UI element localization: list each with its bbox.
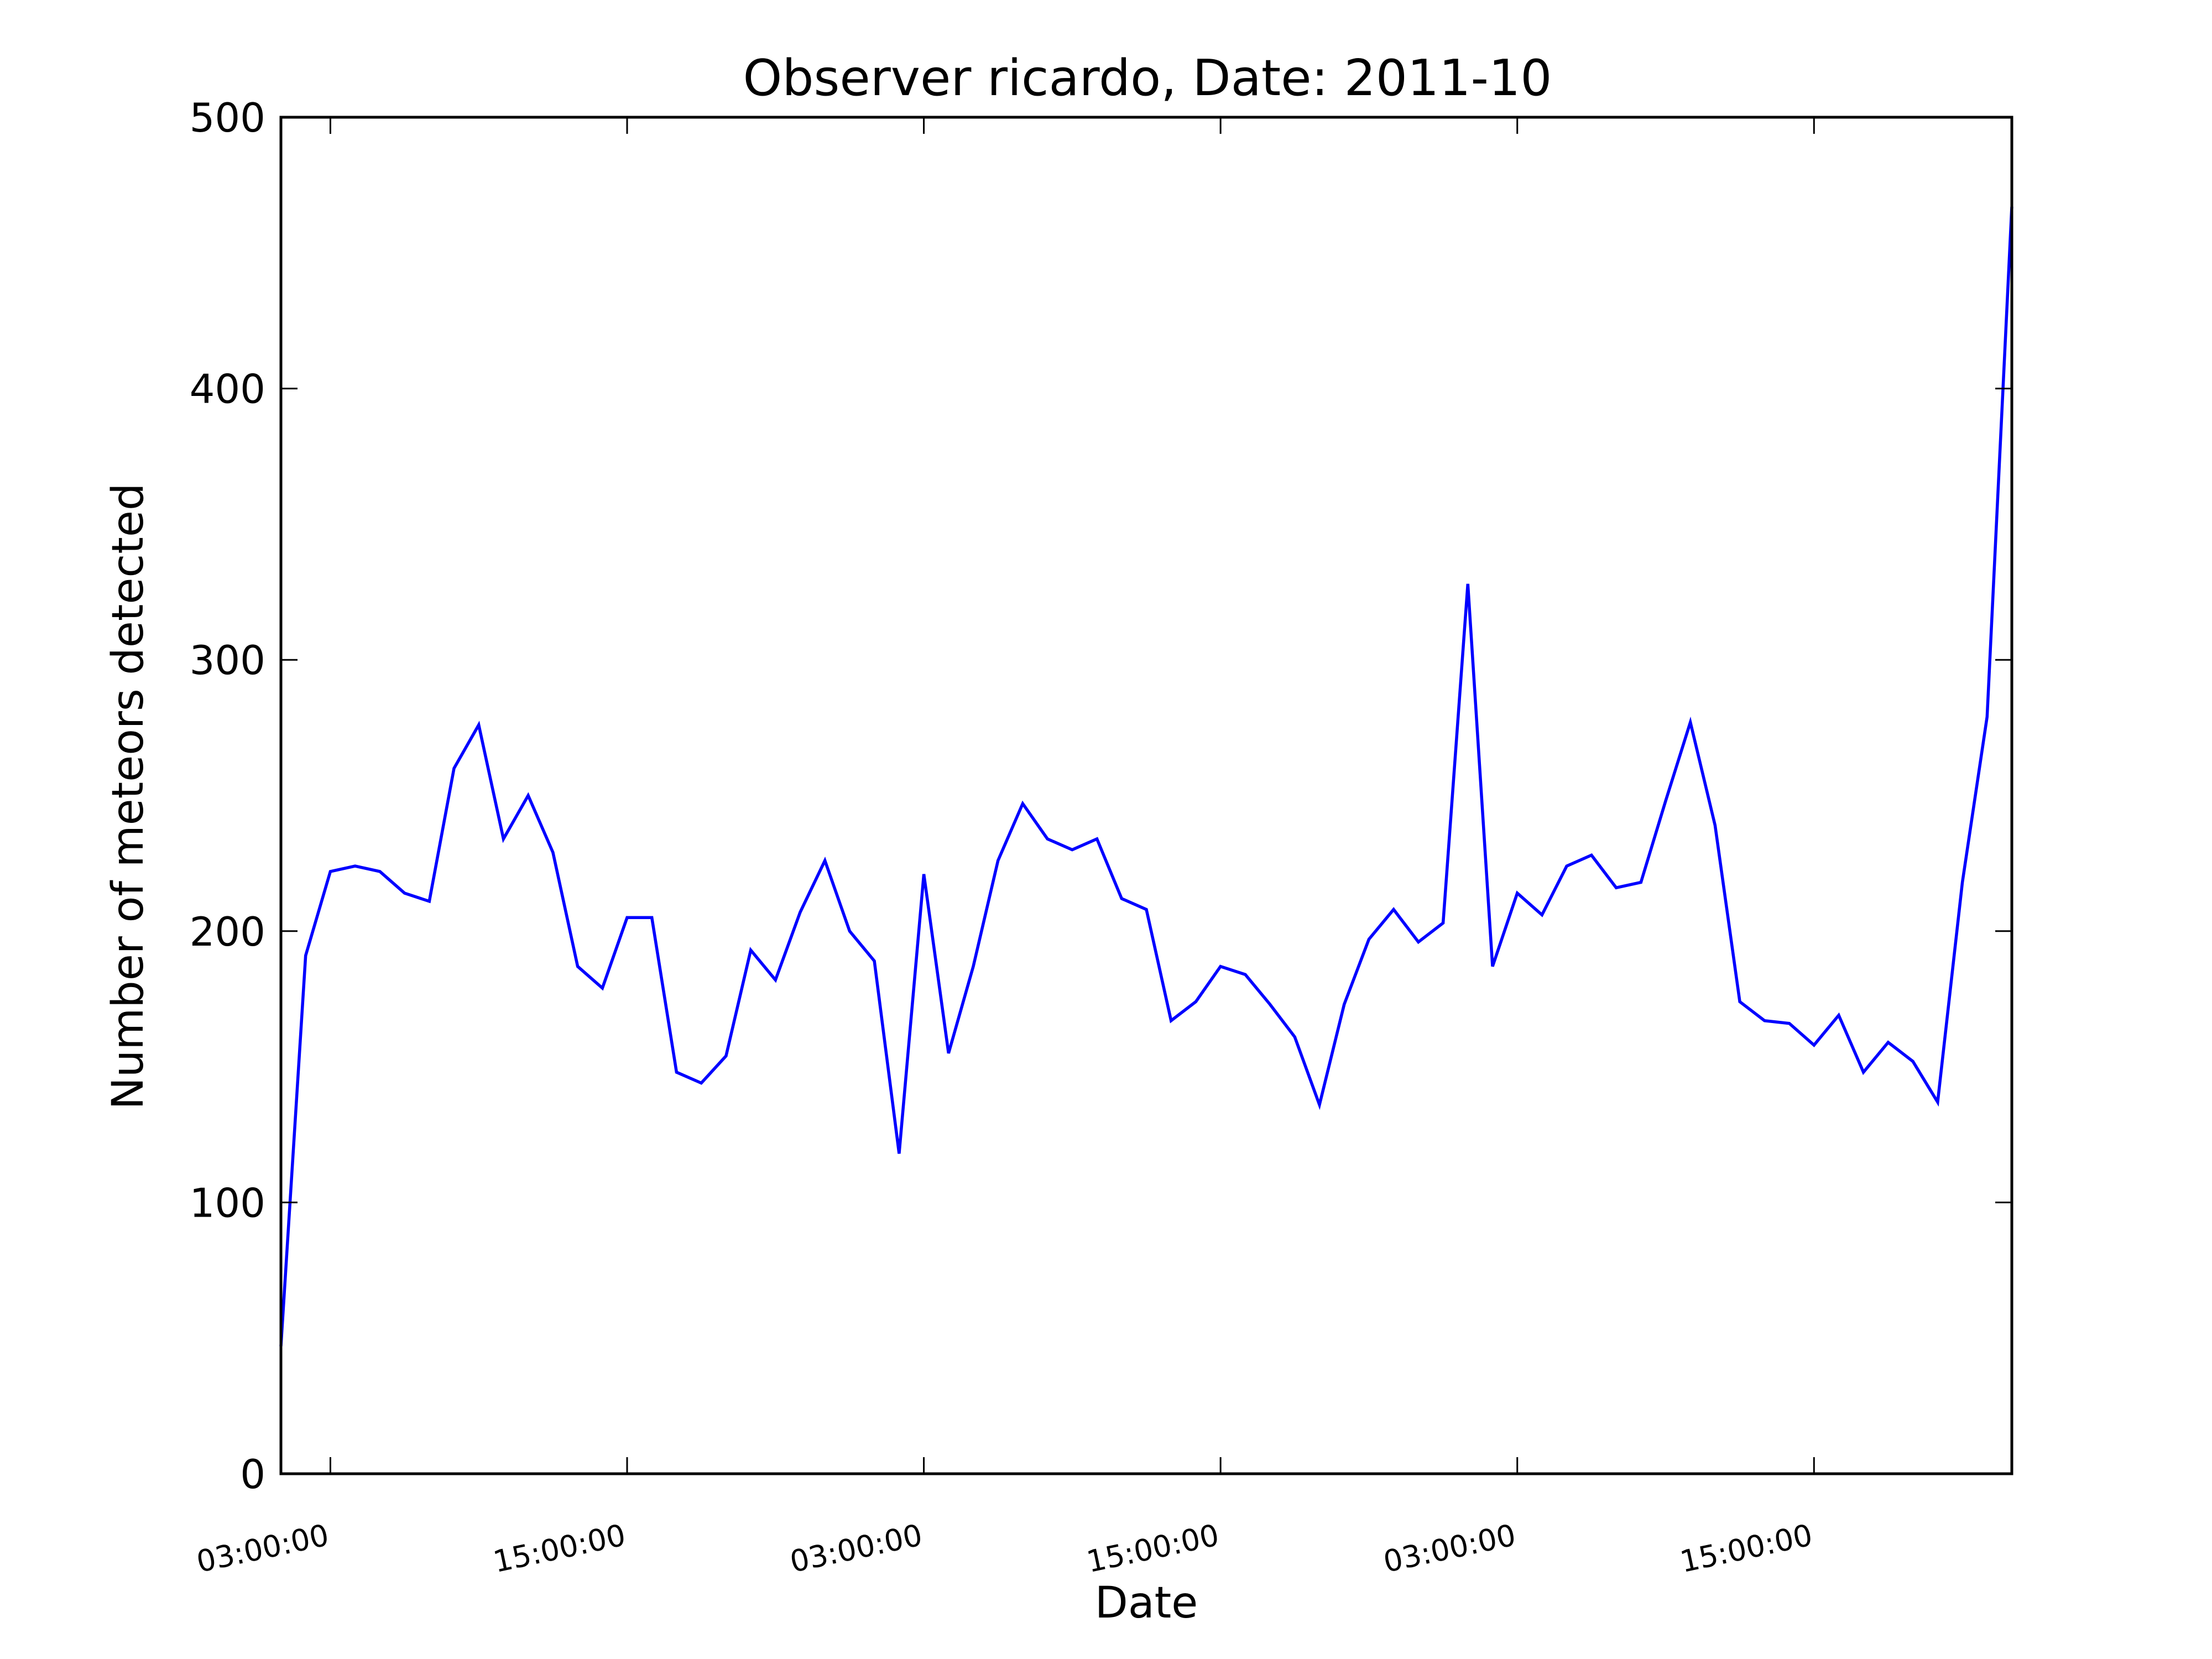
plot-area — [279, 116, 2013, 1475]
y-axis-label: Number of meteors detected — [103, 483, 153, 1110]
y-tick-label: 500 — [190, 95, 265, 141]
y-tick-label: 400 — [190, 366, 265, 413]
y-tick-label: 200 — [190, 909, 265, 955]
plot-background — [281, 117, 2012, 1474]
y-axis-ticks: 0 100 200 300 400 500 — [190, 95, 2012, 1498]
chart-title: Observer ricardo, Date: 2011-10 — [743, 49, 1552, 107]
x-axis-label: Date — [1095, 1578, 1198, 1628]
y-tick-label: 0 — [240, 1451, 265, 1498]
y-tick-label: 100 — [190, 1180, 265, 1226]
plot-frame — [279, 116, 2013, 1475]
y-tick-label: 300 — [190, 637, 265, 684]
series-line — [279, 206, 2013, 1347]
